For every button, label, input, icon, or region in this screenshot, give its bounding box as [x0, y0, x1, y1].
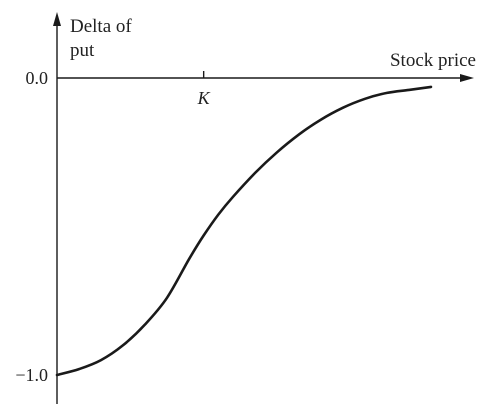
delta-curve [55, 85, 433, 377]
labels: Delta of put Stock price 0.0 −1.0 K [15, 16, 476, 385]
y-tick-label-minus-one: −1.0 [15, 365, 48, 385]
axes [53, 12, 474, 404]
y-axis-label-line-2: put [70, 40, 95, 61]
y-axis-arrowhead [53, 12, 61, 26]
x-tick-label-k: K [197, 88, 211, 108]
x-axis-label: Stock price [390, 50, 476, 71]
y-tick-label-zero: 0.0 [26, 68, 49, 88]
x-axis-arrowhead [460, 74, 474, 82]
y-axis-label-line-1: Delta of [70, 16, 132, 37]
